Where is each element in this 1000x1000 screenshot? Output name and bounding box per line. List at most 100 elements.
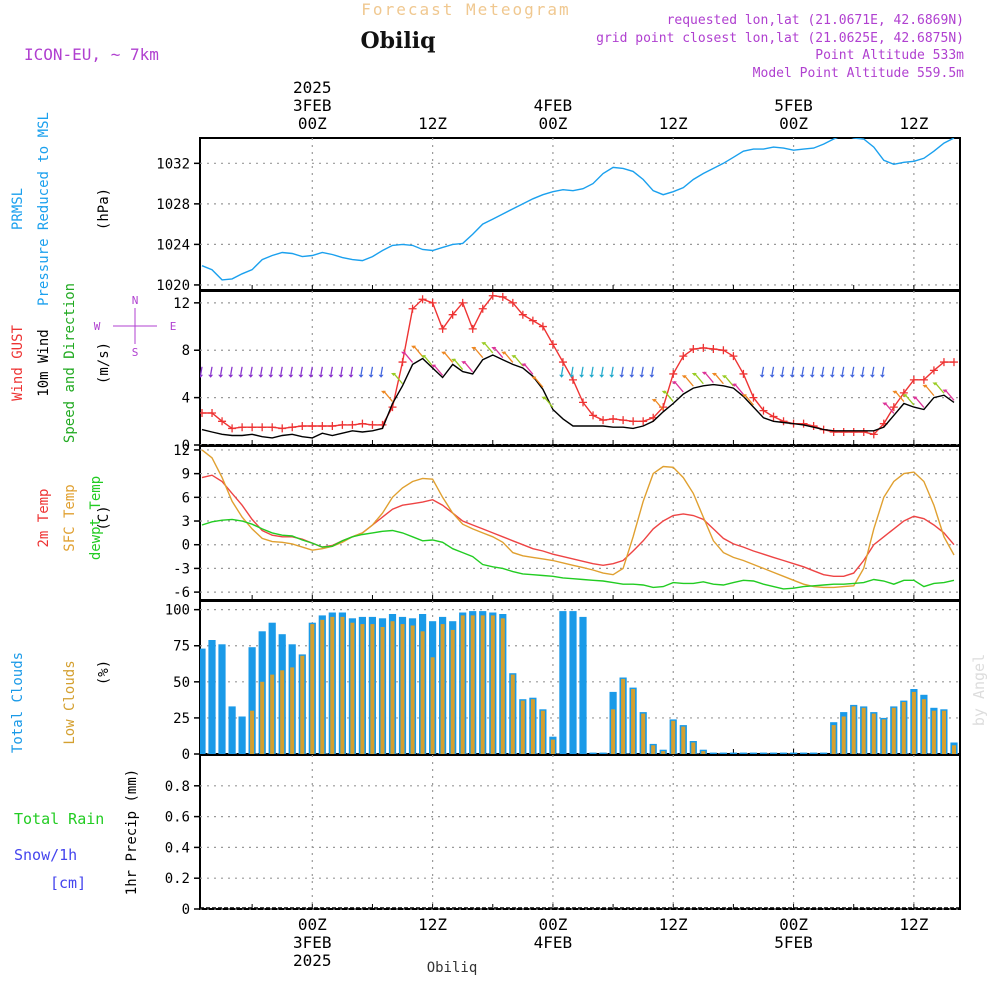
total-bar [779, 752, 788, 754]
gust-marker [200, 409, 207, 418]
total-bar [729, 752, 737, 754]
time-label: 00Z [779, 114, 808, 133]
low-bar [480, 615, 485, 754]
wind-arrow [360, 366, 364, 375]
gust-marker [298, 422, 307, 431]
gust-marker [779, 417, 788, 426]
low-bar [841, 716, 846, 754]
low-bar [952, 745, 956, 754]
wind-arrow-head [809, 374, 815, 378]
gust-marker [679, 352, 688, 361]
panel-frame [199, 137, 961, 291]
wind-arrow [340, 366, 344, 375]
gust-line [202, 294, 954, 436]
low-bar [921, 699, 926, 754]
y-axis-label: Speed and Direction [62, 283, 78, 443]
gust-marker [228, 424, 237, 433]
low-bar [691, 742, 696, 754]
y-axis-label: Total Clouds [10, 652, 26, 753]
y-axis-unit: (C) [96, 505, 112, 530]
gust-marker [909, 375, 918, 384]
gust-marker [448, 310, 457, 319]
wind-arrow [300, 366, 303, 375]
time-label: 12Z [659, 114, 688, 133]
gust-marker [468, 324, 477, 333]
gust-marker [709, 345, 718, 354]
y-axis-label: 2m Temp [36, 488, 52, 547]
wind-arrow-head [238, 374, 244, 378]
gust-marker [318, 422, 327, 431]
wind-arrow [841, 366, 845, 375]
wind-arrow-head [531, 376, 537, 380]
gust-marker [869, 430, 878, 439]
wind-arrow [723, 374, 734, 387]
gust-marker [328, 422, 337, 431]
y-tick-label: 1028 [156, 197, 190, 213]
gust-marker [308, 422, 317, 431]
gust-marker [769, 412, 778, 421]
low-bar [631, 689, 636, 754]
y-tick-label: 9 [182, 467, 190, 483]
wind-arrow-head [882, 402, 888, 406]
gust-marker [358, 419, 367, 428]
wind-arrow [771, 366, 775, 375]
y-axis-label: dewpt Temp [88, 476, 104, 560]
y-tick-label: 0 [182, 538, 190, 554]
low-bar [651, 745, 656, 754]
wind-arrow [673, 380, 684, 393]
wind-arrow-head [368, 374, 374, 378]
wind-arrow-head [759, 374, 765, 378]
y-tick-label: 3 [182, 514, 190, 530]
wind-arrow-head [619, 374, 625, 378]
time-label: 00Z [779, 915, 808, 934]
gust-marker [919, 375, 928, 384]
total-bar [200, 648, 206, 754]
wind-arrow [653, 398, 664, 411]
wind-arrow-head [671, 381, 677, 385]
plot-area [200, 611, 958, 754]
compass-w: W [94, 320, 101, 333]
total-bar [800, 752, 808, 754]
wind-arrow-head [511, 355, 517, 359]
y-tick-label: 0.2 [165, 871, 190, 887]
low-bar [861, 707, 866, 754]
wind-arrow-head [218, 374, 224, 378]
gust-marker [278, 424, 287, 433]
wind-arrow [560, 366, 564, 375]
low-bar [540, 710, 545, 754]
wind-panel: 0 4 8 12 Wind GUST 10m Wind Speed and Directio… [10, 283, 961, 454]
wind-arrow-head [501, 351, 507, 355]
gust-marker [288, 423, 297, 432]
wind-arrow-head [922, 384, 928, 388]
time-label: 4FEB [534, 96, 573, 115]
wind-arrow-head [681, 375, 687, 379]
gust-marker [368, 420, 377, 429]
low-bar [470, 615, 475, 754]
low-bar [440, 624, 445, 754]
y-tick-label: 12 [173, 296, 190, 312]
low-bar [410, 625, 415, 754]
gust-marker [208, 409, 217, 418]
wind-arrow-head [701, 371, 707, 375]
time-label: 3FEB [293, 933, 332, 952]
wind-arrow [641, 366, 644, 375]
low-bar [460, 615, 465, 754]
requested-location: requested lon,lat (21.0671E, 42.6869N) [667, 13, 964, 28]
y-tick-label: 1020 [156, 278, 190, 294]
gust-marker [719, 346, 728, 355]
wind-arrow [781, 366, 785, 375]
gust-marker [929, 366, 938, 375]
wind-arrow [651, 366, 654, 375]
wind-arrow [240, 366, 243, 375]
wind-arrow-head [721, 375, 727, 379]
model-name: ICON-EU, ~ 7km [24, 45, 159, 64]
wind-arrow-head [569, 374, 575, 378]
wind-arrow-head [328, 374, 334, 378]
gust-marker [759, 406, 768, 415]
wind-arrow [513, 354, 524, 367]
low-bar [430, 657, 435, 754]
wind-arrow [831, 366, 835, 375]
wind-arrow-head [769, 374, 775, 378]
gust-marker [619, 416, 628, 425]
low-bar [942, 710, 946, 754]
